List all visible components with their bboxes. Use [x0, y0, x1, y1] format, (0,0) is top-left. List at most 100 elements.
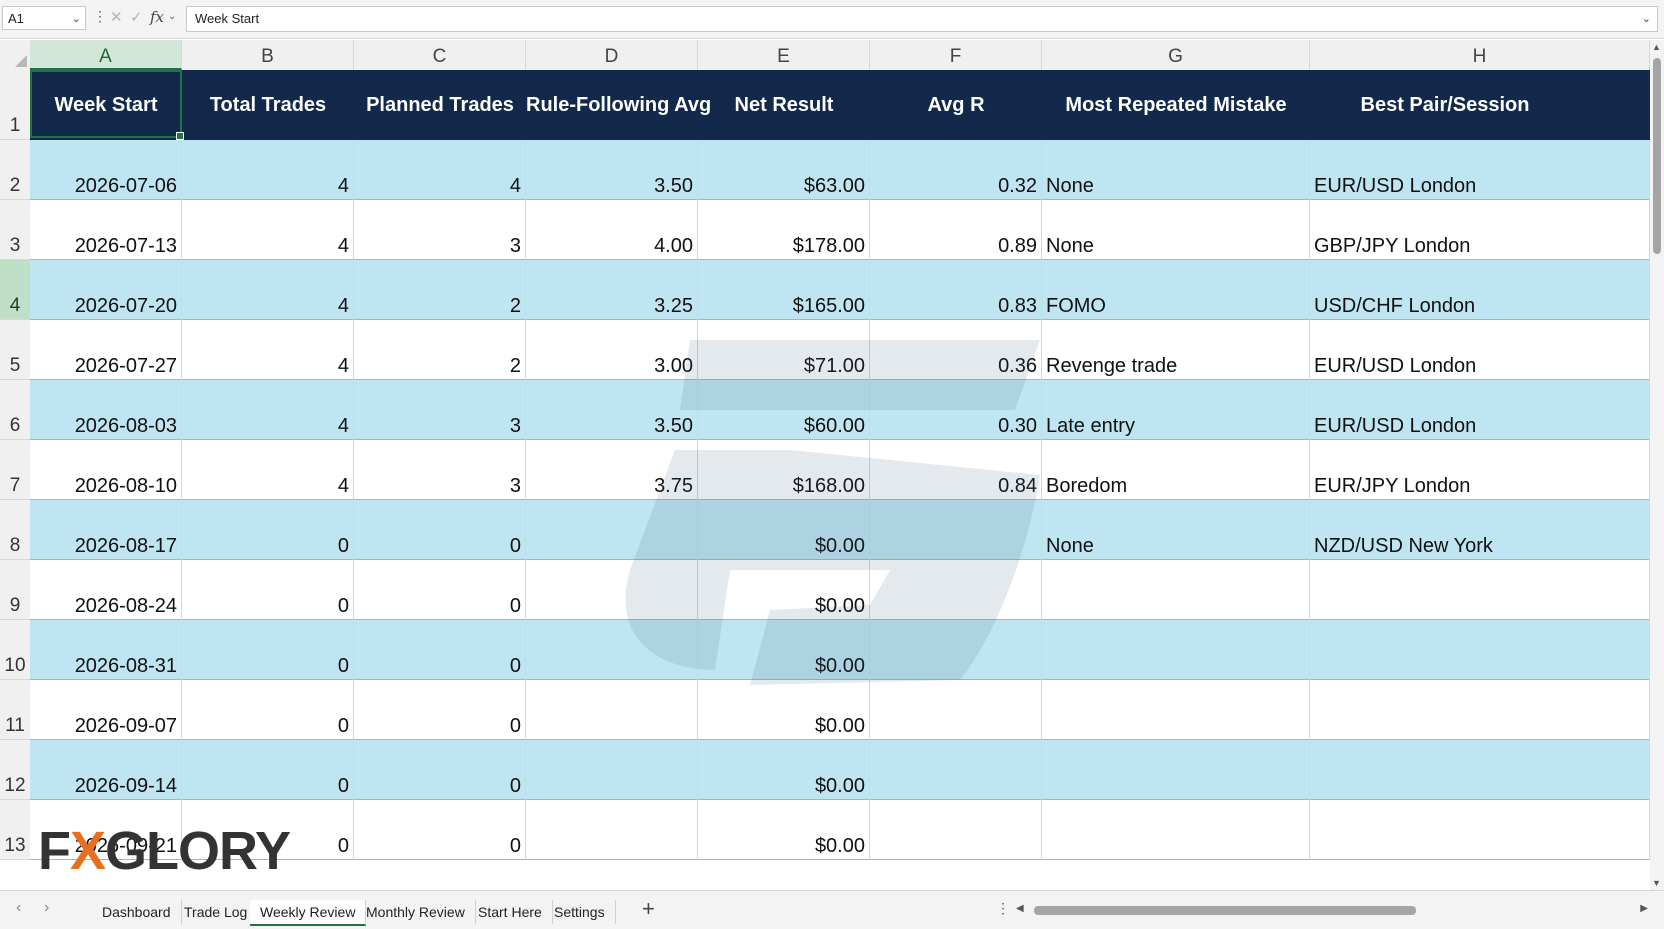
cell-planned[interactable]: 3	[354, 200, 526, 260]
row-header[interactable]: 7	[0, 440, 30, 500]
column-header-c[interactable]: C	[354, 40, 526, 70]
cell-week[interactable]: 2026-09-21	[30, 800, 182, 860]
tab-start-here[interactable]: Start Here	[468, 900, 553, 924]
header-cell[interactable]: Most Repeated Mistake	[1065, 94, 1287, 116]
tab-weekly-review[interactable]: Weekly Review	[250, 900, 367, 926]
chevron-down-icon[interactable]: ⌄	[168, 11, 177, 22]
cell-net[interactable]: $63.00	[698, 140, 870, 200]
row-header[interactable]: 6	[0, 380, 30, 440]
cell-week[interactable]: 2026-07-13	[30, 200, 182, 260]
cell-net[interactable]: $71.00	[698, 320, 870, 380]
row-header[interactable]: 12	[0, 740, 30, 800]
cell-mistake[interactable]: None	[1042, 500, 1310, 560]
cell-mistake[interactable]: Revenge trade	[1042, 320, 1310, 380]
cell-avgr[interactable]	[870, 740, 1042, 800]
cell-avgr[interactable]: 0.89	[870, 200, 1042, 260]
column-header-b[interactable]: B	[182, 40, 354, 70]
cell-planned[interactable]: 0	[354, 500, 526, 560]
cell-rule[interactable]	[526, 680, 698, 740]
cell-rule[interactable]	[526, 620, 698, 680]
row-header[interactable]: 4	[0, 260, 30, 320]
cell-week[interactable]: 2026-08-24	[30, 560, 182, 620]
more-options-icon[interactable]: ⋮	[996, 900, 1010, 916]
cell-avgr[interactable]: 0.32	[870, 140, 1042, 200]
cell-avgr[interactable]: 0.83	[870, 260, 1042, 320]
cell-week[interactable]: 2026-08-17	[30, 500, 182, 560]
cell-rule[interactable]	[526, 500, 698, 560]
cell-week[interactable]: 2026-09-14	[30, 740, 182, 800]
cell-net[interactable]: $60.00	[698, 380, 870, 440]
cell-rule[interactable]: 3.25	[526, 260, 698, 320]
cell-total[interactable]: 0	[182, 560, 354, 620]
cell-pair[interactable]	[1310, 560, 1650, 620]
scroll-down-icon[interactable]: ▼	[1652, 878, 1661, 888]
cell-net[interactable]: $165.00	[698, 260, 870, 320]
prev-sheet-icon[interactable]: ‹	[16, 899, 22, 916]
cell-rule[interactable]	[526, 800, 698, 860]
cell-pair[interactable]: NZD/USD New York	[1310, 500, 1650, 560]
scroll-left-icon[interactable]: ◀	[1016, 903, 1024, 914]
cell-avgr[interactable]	[870, 560, 1042, 620]
select-all-button[interactable]	[0, 40, 30, 70]
cell-net[interactable]: $0.00	[698, 800, 870, 860]
cell-mistake[interactable]	[1042, 560, 1310, 620]
cell-rule[interactable]	[526, 740, 698, 800]
cell-week[interactable]: 2026-08-31	[30, 620, 182, 680]
cell-planned[interactable]: 0	[354, 560, 526, 620]
tab-settings[interactable]: Settings	[544, 900, 616, 924]
cell-week[interactable]: 2026-07-20	[30, 260, 182, 320]
row-header[interactable]: 13	[0, 800, 30, 860]
insert-function-icon[interactable]: fx	[150, 8, 165, 26]
more-options-icon[interactable]: ⋮	[93, 8, 107, 24]
cell-rule[interactable]: 3.50	[526, 140, 698, 200]
cell-pair[interactable]: EUR/JPY London	[1310, 440, 1650, 500]
cell-rule[interactable]: 4.00	[526, 200, 698, 260]
cell-avgr[interactable]	[870, 800, 1042, 860]
cell-avgr[interactable]: 0.30	[870, 380, 1042, 440]
cell-pair[interactable]: GBP/JPY London	[1310, 200, 1650, 260]
cell-total[interactable]: 0	[182, 620, 354, 680]
cell-mistake[interactable]: Late entry	[1042, 380, 1310, 440]
add-sheet-button[interactable]: +	[642, 896, 655, 921]
header-cell[interactable]: Avg R	[927, 94, 985, 116]
cell-mistake[interactable]	[1042, 620, 1310, 680]
scroll-up-icon[interactable]: ▲	[1652, 42, 1661, 52]
cell-avgr[interactable]: 0.84	[870, 440, 1042, 500]
cell-week[interactable]: 2026-08-03	[30, 380, 182, 440]
cell-avgr[interactable]: 0.36	[870, 320, 1042, 380]
cell-mistake[interactable]: None	[1042, 200, 1310, 260]
cancel-icon[interactable]: ✕	[110, 9, 123, 26]
cell-mistake[interactable]	[1042, 740, 1310, 800]
cell-week[interactable]: 2026-07-06	[30, 140, 182, 200]
cell-total[interactable]: 0	[182, 500, 354, 560]
cell-rule[interactable]: 3.75	[526, 440, 698, 500]
row-header[interactable]: 9	[0, 560, 30, 620]
cell-planned[interactable]: 0	[354, 800, 526, 860]
cell-week[interactable]: 2026-08-10	[30, 440, 182, 500]
cell-pair[interactable]: EUR/USD London	[1310, 380, 1650, 440]
cell-net[interactable]: $0.00	[698, 500, 870, 560]
cell-mistake[interactable]	[1042, 800, 1310, 860]
cell-pair[interactable]	[1310, 620, 1650, 680]
row-header[interactable]: 3	[0, 200, 30, 260]
scroll-right-icon[interactable]: ▶	[1640, 903, 1648, 914]
header-cell[interactable]: Total Trades	[209, 94, 327, 116]
tab-monthly-review[interactable]: Monthly Review	[356, 900, 476, 924]
formula-input[interactable]: Week Start ⌄	[186, 6, 1658, 32]
tab-trade-log[interactable]: Trade Log	[174, 900, 259, 924]
column-header-f[interactable]: F	[870, 40, 1042, 70]
cell-pair[interactable]	[1310, 800, 1650, 860]
cell-total[interactable]: 4	[182, 380, 354, 440]
cell-net[interactable]: $168.00	[698, 440, 870, 500]
cell-rule[interactable]	[526, 560, 698, 620]
cell-pair[interactable]	[1310, 740, 1650, 800]
cell-pair[interactable]	[1310, 680, 1650, 740]
cell-total[interactable]: 4	[182, 260, 354, 320]
row-header[interactable]: 10	[0, 620, 30, 680]
tab-dashboard[interactable]: Dashboard	[92, 900, 182, 924]
cell-planned[interactable]: 3	[354, 380, 526, 440]
enter-icon[interactable]: ✓	[130, 9, 143, 26]
cell-avgr[interactable]	[870, 680, 1042, 740]
cell-mistake[interactable]: FOMO	[1042, 260, 1310, 320]
cell-planned[interactable]: 3	[354, 440, 526, 500]
